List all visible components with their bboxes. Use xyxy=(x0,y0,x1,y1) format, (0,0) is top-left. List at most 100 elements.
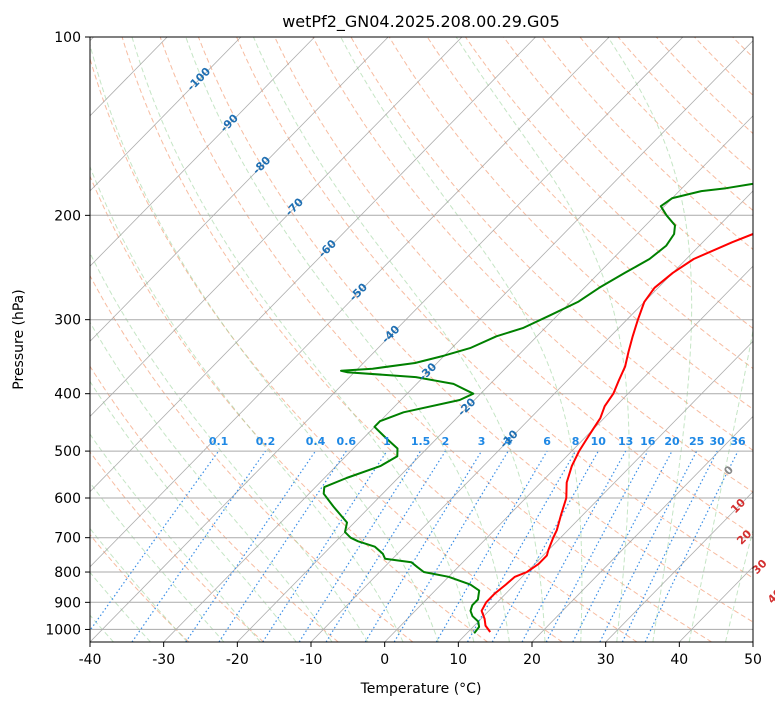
mixing-ratio-label: 0.6 xyxy=(337,435,357,448)
mixing-ratio-label: 1.5 xyxy=(411,435,431,448)
dry-adiabat xyxy=(503,37,753,290)
dry-adiabat xyxy=(274,37,753,536)
x-axis-label: Temperature (°C) xyxy=(360,681,482,697)
y-tick-label: 200 xyxy=(54,208,81,224)
mixing-ratio-label: 20 xyxy=(664,435,680,448)
dry-adiabat xyxy=(90,57,563,642)
x-tick-label: 20 xyxy=(523,652,541,668)
mixing-ratio-line xyxy=(491,450,599,642)
moist-adiabat xyxy=(253,37,546,642)
mixing-ratio-label: 3 xyxy=(478,435,486,448)
moist-adiabat xyxy=(688,328,753,642)
isotherm xyxy=(90,37,315,267)
y-tick-label: 900 xyxy=(54,595,81,611)
mixing-ratio-label: 8 xyxy=(572,435,580,448)
isotherm xyxy=(384,265,753,642)
isotherm xyxy=(90,37,610,568)
isotherm xyxy=(310,190,753,642)
x-tick-label: 30 xyxy=(597,652,615,668)
moist-adiabat xyxy=(90,380,297,642)
moist-adiabat xyxy=(90,527,188,642)
y-tick-label: 500 xyxy=(54,444,81,460)
isotherm xyxy=(90,37,389,342)
y-tick-label: 1000 xyxy=(45,622,81,638)
isotherm xyxy=(163,40,753,642)
dry-adiabat xyxy=(197,37,753,623)
moist-adiabat xyxy=(607,37,693,642)
x-tick-label: 10 xyxy=(449,652,467,668)
moist-adiabat xyxy=(455,37,630,642)
isotherm xyxy=(90,37,536,493)
sounding-series-line xyxy=(322,182,753,634)
moist-adiabat xyxy=(185,37,510,642)
mixing-ratio-label: 0.2 xyxy=(256,435,276,448)
dry-adiabat xyxy=(465,37,753,329)
mixing-ratio-line xyxy=(466,450,577,642)
chart-title: wetPf2_GN04.2025.208.00.29.G05 xyxy=(282,12,560,32)
moist-adiabat xyxy=(725,528,753,642)
moist-adiabat xyxy=(90,165,404,642)
y-axis-label: Pressure (hPa) xyxy=(11,289,27,389)
dry-adiabat xyxy=(90,274,414,642)
mixing-ratio-label: 2 xyxy=(442,435,450,448)
moist-adiabat xyxy=(90,481,225,642)
sounding-profiles xyxy=(322,182,753,634)
x-tick-label: -40 xyxy=(79,652,102,668)
isotherm xyxy=(458,340,753,642)
mixing-ratio-label: 10 xyxy=(591,435,607,448)
mixing-ratio-line xyxy=(621,450,718,642)
mixing-ratio-line xyxy=(545,450,649,642)
dry-adiabat xyxy=(312,37,753,493)
isotherm xyxy=(90,37,684,642)
moist-adiabat xyxy=(90,433,261,642)
y-tick-label: 800 xyxy=(54,565,81,581)
mixing-ratio-line xyxy=(262,450,388,642)
x-tick-label: 40 xyxy=(670,652,688,668)
mixing-ratio-label: 1 xyxy=(383,435,391,448)
mixing-ratio-line xyxy=(599,450,698,642)
mixing-ratio-label: 0.4 xyxy=(306,435,326,448)
mixing-ratio-line xyxy=(364,450,483,642)
mixing-ratio-label: 13 xyxy=(618,435,633,448)
mixing-ratio-line xyxy=(185,450,316,642)
isotherm xyxy=(605,491,753,642)
mixing-ratio-label: 4 xyxy=(504,435,512,448)
plot-frame xyxy=(89,36,754,643)
dry-adiabat xyxy=(236,37,753,579)
x-tick-label: -10 xyxy=(300,652,323,668)
y-tick-label: 100 xyxy=(54,30,81,46)
axis-ticks: -40 -30 -20 -10 0 10 20 30 40 5010020030040050060… xyxy=(45,30,762,668)
x-tick-label: -30 xyxy=(152,652,175,668)
isotherm xyxy=(90,37,242,192)
moist-adiabat xyxy=(131,37,475,642)
mixing-ratio-label: 30 xyxy=(710,435,726,448)
x-tick-label: 0 xyxy=(380,652,389,668)
mixing-ratio-line xyxy=(521,450,627,642)
background-lines xyxy=(90,37,753,642)
mixing-ratio-label: 0.1 xyxy=(209,435,229,448)
mixing-ratio-line xyxy=(218,450,347,642)
x-tick-label: -20 xyxy=(226,652,249,668)
dry-adiabat xyxy=(388,37,753,410)
moist-adiabat xyxy=(90,571,151,642)
theta-e-label: 40 xyxy=(765,586,775,606)
mixing-ratio-line xyxy=(298,450,422,642)
x-tick-label: 50 xyxy=(744,652,762,668)
dry-adiabat xyxy=(90,365,339,642)
mixing-ratio-line xyxy=(131,450,266,642)
mixing-ratio-label: 25 xyxy=(689,435,704,448)
mixing-ratio-label: 16 xyxy=(640,435,656,448)
isotherm xyxy=(237,115,753,642)
dry-adiabat xyxy=(159,37,712,642)
moist-adiabat xyxy=(90,321,333,642)
mixing-ratio-line xyxy=(90,450,220,632)
moist-adiabat xyxy=(90,42,439,642)
dry-adiabat xyxy=(121,37,638,642)
moist-adiabat xyxy=(90,251,369,642)
y-tick-label: 600 xyxy=(54,491,81,507)
mixing-ratio-label: 6 xyxy=(543,435,551,448)
y-tick-label: 400 xyxy=(54,387,81,403)
